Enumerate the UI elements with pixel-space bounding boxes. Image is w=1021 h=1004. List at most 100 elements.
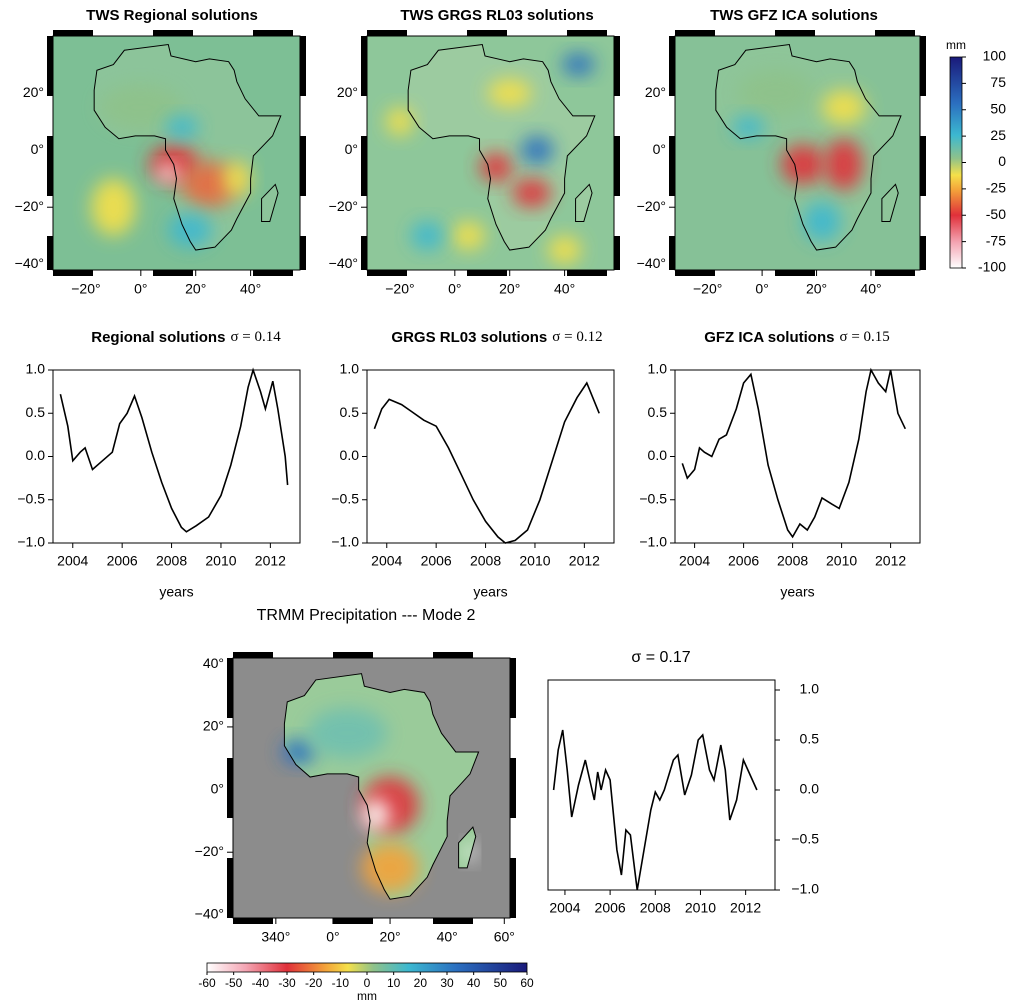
y-tick-label: −20° <box>15 198 44 214</box>
colorbar-tick-label: 30 <box>440 976 454 990</box>
chart-title: GFZ ICA solutions σ = 0.15 <box>704 329 890 346</box>
anomaly <box>281 739 316 765</box>
anomaly <box>386 107 414 136</box>
x-tick-label: 20° <box>185 281 206 297</box>
y-tick-label: −0.5 <box>17 490 45 506</box>
sigma: σ = 0.14 <box>230 329 281 345</box>
x-axis-label: years <box>159 584 193 600</box>
x-tick-label: −20° <box>693 281 722 297</box>
y-tick-label: 0.5 <box>648 404 668 420</box>
x-tick-label: 20° <box>499 281 520 297</box>
land <box>881 184 899 222</box>
anomaly <box>168 212 213 248</box>
land <box>575 184 593 222</box>
line-chart: 2004 2006 2008 2010 2012 −1.0 −0.5 0.0 0.5 1.0 yea… <box>17 329 301 600</box>
anomaly <box>181 161 237 208</box>
map-field <box>53 36 300 270</box>
y-tick-label: −40° <box>637 255 666 271</box>
anomaly <box>822 90 866 125</box>
coastline <box>715 44 902 251</box>
map: −20° 0° 20° 40° −40° −20° 0° 20° TWS Regional so… <box>15 7 306 297</box>
colorbar-tick-label: 50 <box>990 100 1006 116</box>
colorbar-tick-label: 100 <box>983 48 1007 64</box>
colorbar-tick-label: 50 <box>494 976 508 990</box>
x-tick-label: 340° <box>261 929 290 945</box>
y-tick-label: 0.0 <box>648 447 668 463</box>
colorbar-tick-label: -25 <box>986 180 1006 196</box>
y-tick-label: −0.5 <box>639 490 667 506</box>
y-tick-label: 0.5 <box>340 404 360 420</box>
x-tick-label: −20° <box>385 281 414 297</box>
colorbar-tick-label: -75 <box>986 232 1006 248</box>
anomaly <box>737 70 814 116</box>
map: −20° 0° 20° 40° −40° −20° 0° 20° TWS GFZ ICA sol… <box>637 7 926 297</box>
y-tick-label: −1.0 <box>639 534 667 550</box>
x-tick-label: 40° <box>240 281 261 297</box>
y-tick-label: 0° <box>31 141 44 157</box>
x-tick-label: 2010 <box>685 900 716 916</box>
map-title: TWS Regional solutions <box>86 7 258 24</box>
y-tick-label: 0.0 <box>800 781 820 797</box>
colorbar-label: mm <box>357 989 377 1003</box>
x-axis-label: years <box>473 584 507 600</box>
colorbar-tick-label: 0 <box>998 153 1006 169</box>
land <box>261 184 279 222</box>
anomaly <box>91 178 136 236</box>
anomaly <box>487 78 532 108</box>
colorbar-ramp <box>949 56 963 269</box>
y-tick-label: 1.0 <box>800 681 820 697</box>
colorbar-tick-label: -60 <box>198 976 216 990</box>
sigma: σ = 0.12 <box>552 329 602 345</box>
colorbar-tick-label: 40 <box>467 976 481 990</box>
anomaly <box>361 842 419 893</box>
x-tick-label: 40° <box>860 281 881 297</box>
y-tick-label: −0.5 <box>331 490 359 506</box>
series-line <box>681 367 907 539</box>
x-tick-label: 2012 <box>255 553 286 569</box>
x-tick-label: 2012 <box>730 900 761 916</box>
x-tick-label: 2004 <box>549 900 580 916</box>
colorbar-tick-label: 10 <box>387 976 401 990</box>
anomaly <box>157 164 180 182</box>
y-tick-label: −1.0 <box>791 881 819 897</box>
colorbar-tick-label: 60 <box>520 976 534 990</box>
colorbar-tick-label: -50 <box>225 976 243 990</box>
anomaly <box>548 235 582 265</box>
colorbar-label: mm <box>946 38 966 52</box>
coastline <box>283 673 480 900</box>
y-tick-label: −40° <box>195 906 224 922</box>
colorbar-tick-label: 25 <box>990 127 1006 143</box>
anomaly <box>824 138 863 191</box>
colorbar-tick-label: -40 <box>252 976 270 990</box>
x-tick-label: 2004 <box>57 553 88 569</box>
x-tick-label: 20° <box>806 281 827 297</box>
colorbar-tick-label: -10 <box>332 976 350 990</box>
x-tick-label: 0° <box>448 281 461 297</box>
sigma: σ = 0.15 <box>839 329 889 345</box>
anomaly <box>512 178 551 208</box>
coastline <box>261 183 279 222</box>
x-tick-label: 20° <box>379 929 400 945</box>
y-tick-label: 1.0 <box>648 361 668 377</box>
colorbar-ramp <box>206 962 528 973</box>
anomaly <box>781 144 825 185</box>
y-tick-label: −20° <box>329 198 358 214</box>
anomaly <box>165 115 199 139</box>
sigma: σ = 0.17 <box>631 649 690 666</box>
map-title: TRMM Precipitation --- Mode 2 <box>257 607 476 624</box>
y-tick-label: −20° <box>637 198 666 214</box>
title-text: Regional solutions <box>91 329 225 346</box>
anomaly <box>223 161 251 196</box>
x-tick-label: 40° <box>437 929 458 945</box>
colorbar-tick-label: -50 <box>986 206 1006 222</box>
y-tick-label: 20° <box>645 84 666 100</box>
y-tick-label: −40° <box>15 255 44 271</box>
x-tick-label: 2008 <box>156 553 187 569</box>
y-tick-label: −40° <box>329 255 358 271</box>
y-tick-label: 20° <box>23 84 44 100</box>
x-tick-label: 60° <box>494 929 515 945</box>
map: −20° 0° 20° 40° −40° −20° 0° 20° TWS GRGS RL03 s… <box>329 7 620 297</box>
x-tick-label: 2004 <box>371 553 402 569</box>
line-chart: 2004 2006 2008 2010 2012 −1.0 −0.5 0.0 0.5 1.0 yea… <box>639 329 921 600</box>
